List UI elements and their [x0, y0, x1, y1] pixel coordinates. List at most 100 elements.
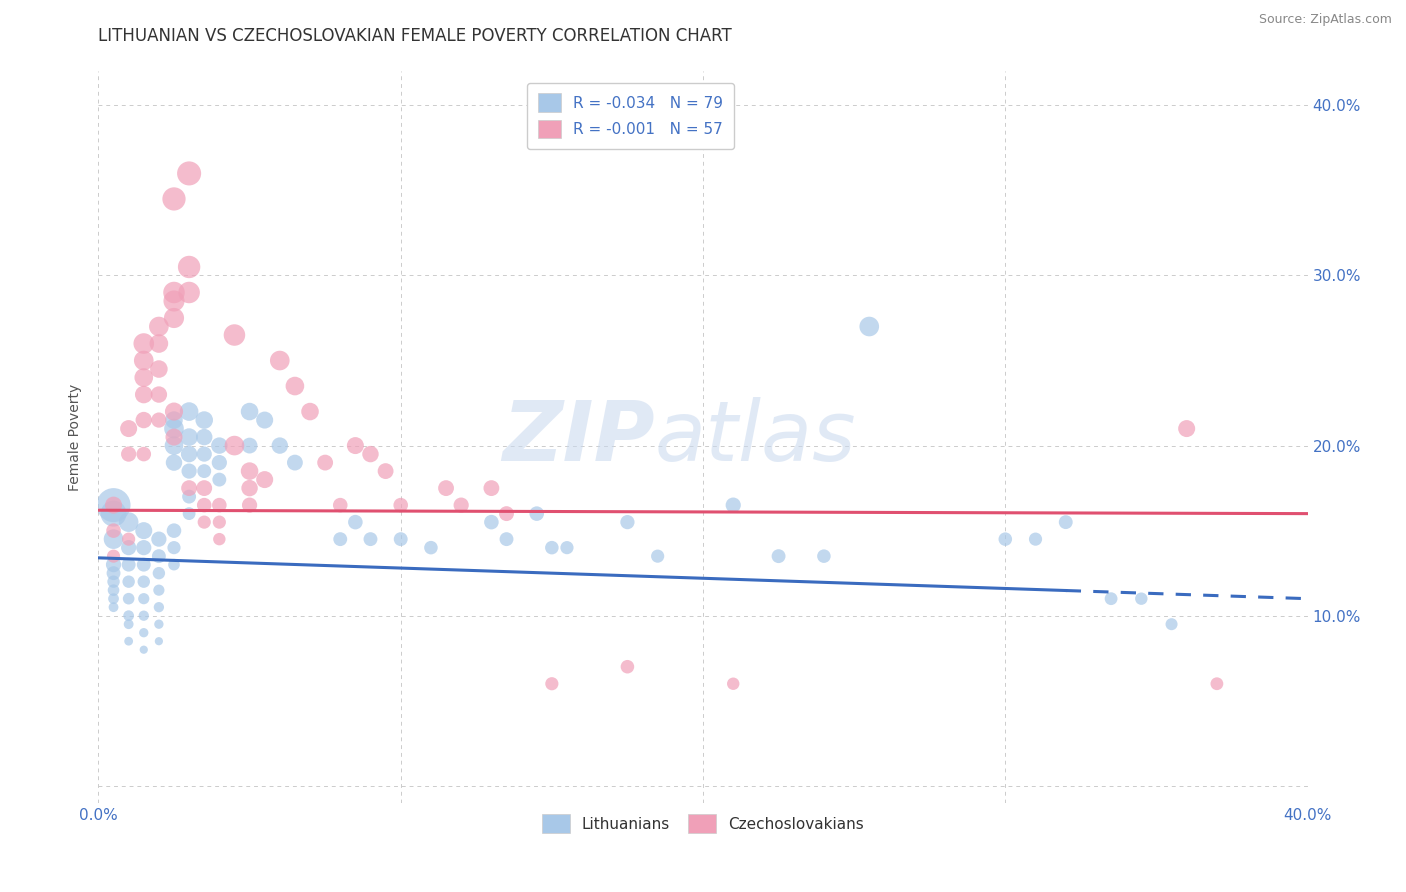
Point	[329, 498, 352, 512]
Point	[148, 617, 170, 632]
Point	[118, 558, 141, 572]
Point	[132, 608, 155, 623]
Text: LITHUANIAN VS CZECHOSLOVAKIAN FEMALE POVERTY CORRELATION CHART: LITHUANIAN VS CZECHOSLOVAKIAN FEMALE POV…	[98, 27, 733, 45]
Point	[132, 370, 155, 384]
Point	[163, 311, 186, 326]
Point	[450, 498, 472, 512]
Point	[118, 541, 141, 555]
Point	[389, 532, 412, 546]
Point	[1160, 617, 1182, 632]
Point	[132, 447, 155, 461]
Point	[148, 600, 170, 615]
Point	[132, 413, 155, 427]
Point	[481, 515, 503, 529]
Point	[163, 439, 186, 453]
Point	[208, 473, 231, 487]
Point	[858, 319, 880, 334]
Point	[360, 532, 382, 546]
Point	[132, 625, 155, 640]
Point	[103, 549, 125, 563]
Point	[555, 541, 578, 555]
Point	[163, 404, 186, 418]
Legend: Lithuanians, Czechoslovakians: Lithuanians, Czechoslovakians	[536, 808, 870, 839]
Point	[179, 490, 201, 504]
Point	[1206, 677, 1229, 691]
Point	[179, 464, 201, 478]
Text: atlas: atlas	[655, 397, 856, 477]
Point	[179, 430, 201, 444]
Point	[179, 404, 201, 418]
Point	[132, 387, 155, 401]
Point	[179, 260, 201, 274]
Point	[163, 430, 186, 444]
Point	[723, 498, 745, 512]
Point	[239, 464, 262, 478]
Point	[994, 532, 1017, 546]
Point	[103, 574, 125, 589]
Point	[163, 524, 186, 538]
Point	[723, 677, 745, 691]
Point	[768, 549, 790, 563]
Point	[163, 558, 186, 572]
Point	[148, 387, 170, 401]
Point	[813, 549, 835, 563]
Point	[132, 336, 155, 351]
Point	[118, 608, 141, 623]
Point	[208, 532, 231, 546]
Y-axis label: Female Poverty: Female Poverty	[69, 384, 83, 491]
Point	[344, 515, 367, 529]
Point	[118, 532, 141, 546]
Point	[148, 583, 170, 598]
Point	[299, 404, 322, 418]
Point	[647, 549, 669, 563]
Point	[329, 532, 352, 546]
Point	[1175, 421, 1198, 435]
Point	[239, 404, 262, 418]
Point	[193, 413, 215, 427]
Point	[481, 481, 503, 495]
Point	[208, 515, 231, 529]
Point	[163, 456, 186, 470]
Text: Source: ZipAtlas.com: Source: ZipAtlas.com	[1258, 13, 1392, 27]
Point	[118, 515, 141, 529]
Point	[253, 413, 276, 427]
Point	[616, 659, 638, 673]
Point	[434, 481, 457, 495]
Point	[495, 532, 517, 546]
Point	[163, 285, 186, 300]
Point	[132, 353, 155, 368]
Point	[118, 574, 141, 589]
Point	[239, 481, 262, 495]
Point	[118, 447, 141, 461]
Point	[148, 549, 170, 563]
Point	[103, 507, 125, 521]
Point	[284, 379, 307, 393]
Point	[284, 456, 307, 470]
Point	[1024, 532, 1046, 546]
Point	[540, 677, 562, 691]
Point	[118, 421, 141, 435]
Point	[148, 319, 170, 334]
Point	[616, 515, 638, 529]
Point	[179, 166, 201, 180]
Point	[193, 515, 215, 529]
Point	[148, 336, 170, 351]
Point	[132, 642, 155, 657]
Point	[163, 192, 186, 206]
Point	[103, 524, 125, 538]
Point	[208, 439, 231, 453]
Point	[148, 362, 170, 376]
Point	[179, 507, 201, 521]
Point	[118, 591, 141, 606]
Point	[132, 524, 155, 538]
Point	[193, 464, 215, 478]
Point	[132, 591, 155, 606]
Point	[103, 558, 125, 572]
Point	[344, 439, 367, 453]
Point	[148, 566, 170, 581]
Point	[540, 541, 562, 555]
Point	[1130, 591, 1153, 606]
Point	[208, 456, 231, 470]
Point	[193, 498, 215, 512]
Point	[163, 541, 186, 555]
